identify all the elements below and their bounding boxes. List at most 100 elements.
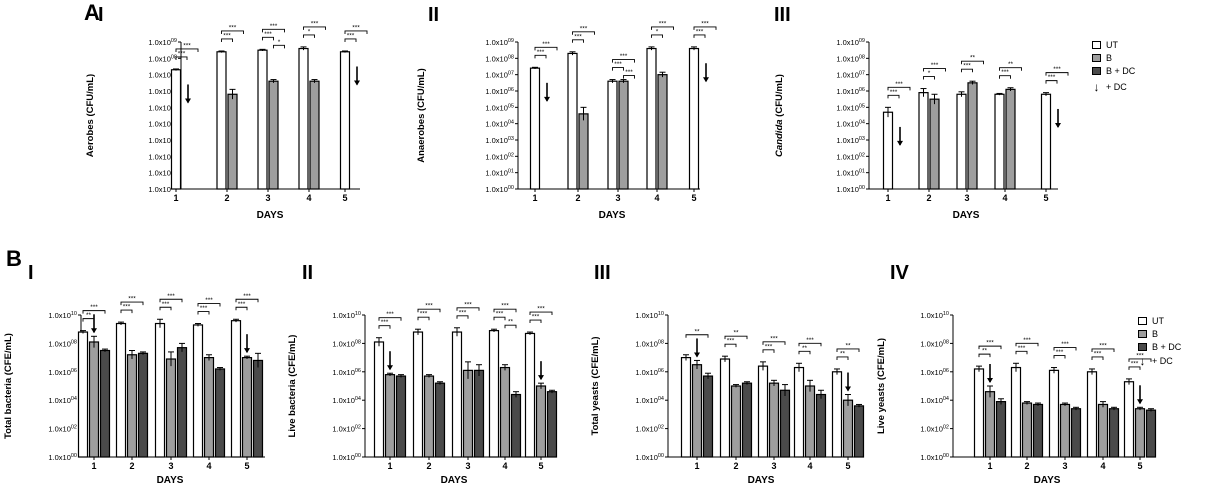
y-tick-label: 1.0x1004 xyxy=(920,396,949,405)
bar-ut xyxy=(257,49,268,190)
significance-bracket xyxy=(1053,347,1077,351)
significance-bracket xyxy=(572,31,595,35)
x-tick-label: 1 xyxy=(387,461,392,471)
legend-label-b: B xyxy=(1106,52,1113,63)
significance-stars: *** xyxy=(625,69,633,76)
bar-bdc xyxy=(214,368,226,458)
y-tick-label: 1.0x1004 xyxy=(485,120,514,129)
significance-bracket xyxy=(798,342,822,347)
y-tick-label: 1.0x1008 xyxy=(920,339,949,348)
x-tick-label: 1 xyxy=(885,193,890,203)
significance-stars: *** xyxy=(243,293,251,300)
bar-b xyxy=(768,382,780,458)
y-tick-label: 1.0x1008 xyxy=(635,339,664,348)
significance-stars: *** xyxy=(229,24,237,31)
bar-ut xyxy=(230,320,242,458)
significance-stars: *** xyxy=(701,20,709,27)
significance-bracket xyxy=(887,94,900,99)
legend-swatch-b xyxy=(1092,53,1101,62)
significance-stars: *** xyxy=(223,32,231,39)
significance-stars: ** xyxy=(970,55,976,62)
legend-b: UT B B + DC ↓ + DC xyxy=(1138,314,1181,368)
bar-ut xyxy=(154,322,166,458)
significance-bracket xyxy=(378,325,391,329)
significance-stars: ** xyxy=(1008,61,1014,68)
significance-bracket xyxy=(456,315,469,319)
dc-arrowhead xyxy=(845,386,851,392)
significance-stars: *** xyxy=(963,63,971,70)
dc-arrowhead xyxy=(694,352,700,358)
bar-ut xyxy=(77,331,89,458)
significance-stars: *** xyxy=(931,62,939,69)
x-tick-label: 1 xyxy=(173,193,178,203)
significance-stars: *** xyxy=(765,343,773,350)
bar-b xyxy=(423,375,435,458)
bar-b xyxy=(462,369,474,458)
bar-b xyxy=(1005,88,1016,190)
significance-stars: *** xyxy=(238,301,246,308)
bar-b xyxy=(241,357,253,458)
significance-stars: ** xyxy=(733,330,739,337)
x-tick-label: 5 xyxy=(1137,461,1142,471)
bar-bdc xyxy=(99,349,111,458)
significance-stars: *** xyxy=(123,304,131,311)
dc-arrowhead xyxy=(987,378,993,383)
x-tick-label: 3 xyxy=(168,461,173,471)
y-tick-label: 1.0x1010 xyxy=(48,311,77,320)
y-tick-label: 1.0x1006 xyxy=(836,87,865,96)
x-tick-label: 3 xyxy=(465,461,470,471)
x-tick-label: 3 xyxy=(1062,461,1067,471)
significance-bracket xyxy=(417,316,430,321)
significance-bracket xyxy=(693,26,717,30)
x-tick-label: 2 xyxy=(426,461,431,471)
x-tick-label: 4 xyxy=(654,193,659,203)
significance-stars: *** xyxy=(1061,341,1069,348)
significance-bracket xyxy=(724,335,748,340)
x-tick-label: 3 xyxy=(964,193,969,203)
bar-ut xyxy=(192,324,204,458)
x-tick-label: 5 xyxy=(538,461,543,471)
bar-ut xyxy=(298,47,309,190)
legend-item-ut: UT xyxy=(1138,314,1181,327)
significance-stars: *** xyxy=(162,301,170,308)
y-axis-label: Total bacteria (CFE/mL) xyxy=(3,333,14,439)
significance-bracket xyxy=(836,356,849,360)
significance-stars: *** xyxy=(895,81,903,88)
y-axis-label: Candida (CFU/mL) xyxy=(774,74,785,157)
significance-stars: *** xyxy=(381,319,389,326)
y-tick-label: 1.0x1008 xyxy=(48,339,77,348)
down-arrow-icon: ↓ xyxy=(1139,353,1146,368)
significance-bracket xyxy=(685,334,709,338)
bar-b xyxy=(384,374,396,458)
legend-item-bdc: B + DC xyxy=(1092,64,1135,77)
x-tick-label: 3 xyxy=(771,461,776,471)
bar-ut xyxy=(973,368,985,458)
significance-bracket xyxy=(197,303,221,307)
y-tick-label: 1.0x1002 xyxy=(332,425,361,434)
y-tick-label: 1.0x1003 xyxy=(485,136,514,145)
panel-label-a-i: I xyxy=(98,4,104,26)
significance-bracket xyxy=(82,318,95,322)
bar-bdc xyxy=(815,393,827,458)
chart-a-i: 1.0x10001.0x10011.0x10021.0x10031.0x1004… xyxy=(85,20,368,221)
y-tick-label: 1.0x1008 xyxy=(485,54,514,63)
panel-label-b-ii: II xyxy=(302,262,314,284)
significance-bracket xyxy=(1091,348,1115,352)
bar-ut xyxy=(757,365,769,458)
y-axis-label: Live bacteria (CFE/mL) xyxy=(287,335,298,438)
significance-bracket xyxy=(159,306,172,311)
y-tick-label: 1.0x1009 xyxy=(836,38,865,47)
significance-stars: *** xyxy=(352,24,360,31)
x-tick-label: 4 xyxy=(807,461,812,471)
x-tick-label: 2 xyxy=(224,193,229,203)
bar-ut xyxy=(719,358,731,458)
x-tick-label: 1 xyxy=(91,461,96,471)
dc-arrowhead xyxy=(1055,122,1061,128)
y-tick-label: 1.0x1010 xyxy=(920,311,949,320)
legend-item-dc: ↓ + DC xyxy=(1138,353,1181,368)
significance-stars: *** xyxy=(420,311,428,318)
section-label-a: A xyxy=(84,0,100,25)
bar-bdc xyxy=(741,382,753,458)
y-tick-label: 1.0x1002 xyxy=(920,425,949,434)
